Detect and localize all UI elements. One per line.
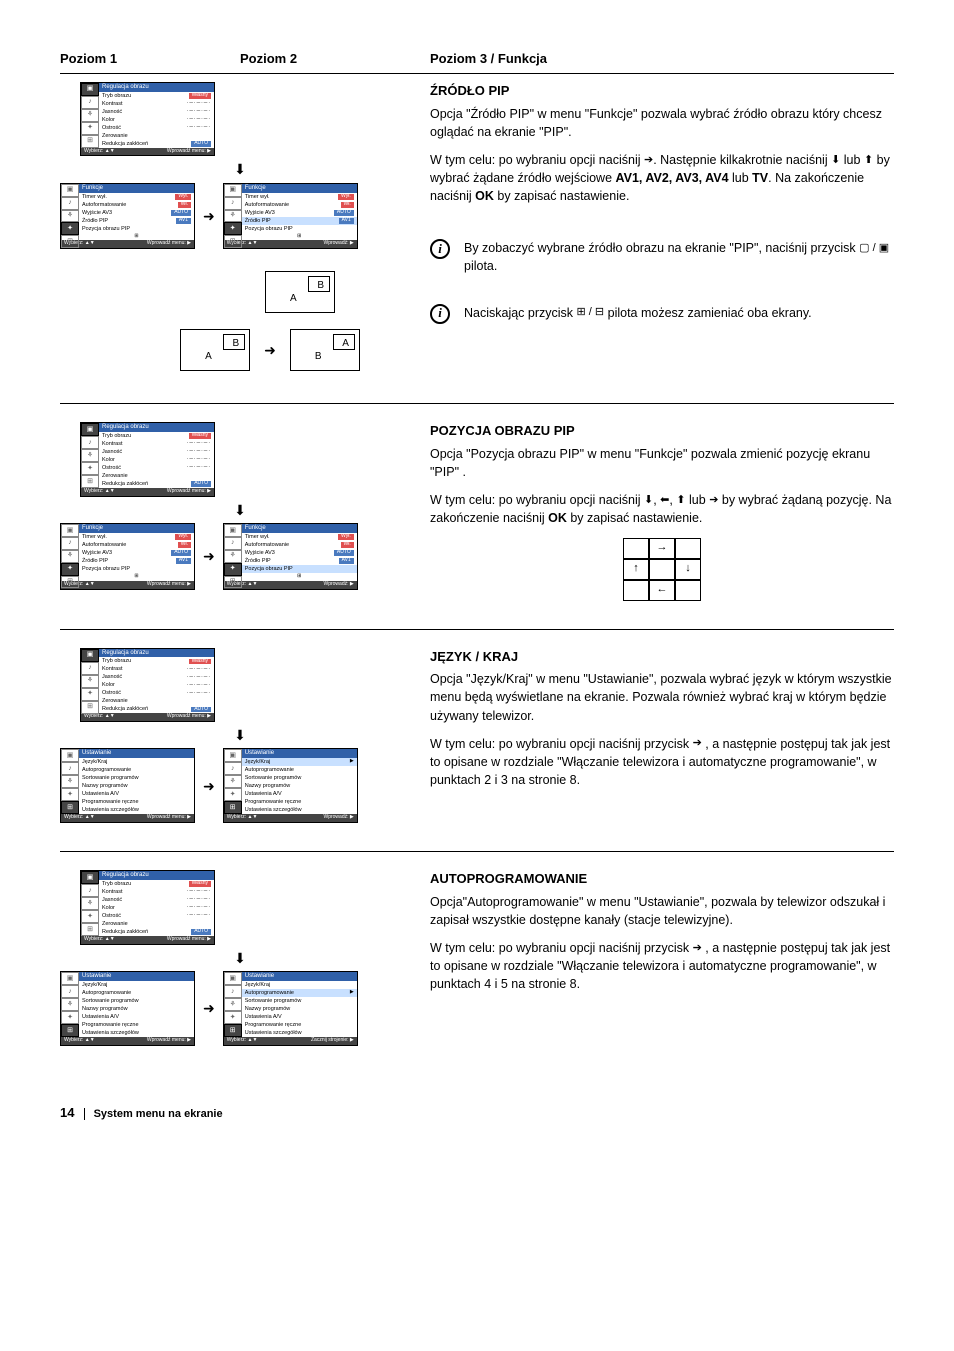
section-title: ŹRÓDŁO PIP [430, 82, 894, 101]
section-para-1: Opcja "Pozycja obrazu PIP" w menu "Funkc… [430, 445, 894, 481]
arrow-down-icon: ⬇ [60, 500, 420, 520]
header-col3: Poziom 3 / Funkcja [430, 50, 894, 69]
arrow-down-icon: ⬇ [60, 948, 420, 968]
arrow-right-icon: ➔ [644, 153, 653, 169]
section-para-2: W tym celu: po wybraniu opcji naciśnij p… [430, 939, 894, 993]
menu-panel-funkcje-3: ▣♪⚘✦⊞FunkcjeTimer wył.Wył.Autoformatowan… [223, 523, 358, 589]
arrow-down-icon: ⬇ [831, 153, 840, 169]
info-note-1: i By zobaczyć wybrane źródło obrazu na e… [430, 239, 894, 275]
menu-panel-regulacja: ▣♪⚘✦⊞Regulacja obrazuTryb obrazuWłasnyKo… [80, 422, 420, 497]
menu-panel-funkcje-2: ▣♪⚘✦⊞FunkcjeTimer wył.Wył.Autoformatowan… [223, 183, 358, 249]
pip-button-icon: ▢ / ▣ [859, 241, 889, 257]
menu-panel-ustaw-2: ▣♪⚘✦⊞UstawianieJęzyk/Kraj▶Autoprogramowa… [223, 748, 358, 823]
section-jezyk-kraj: ▣♪⚘✦⊞Regulacja obrazuTryb obrazuWłasnyKo… [60, 648, 894, 853]
section-para-2: W tym celu: po wybraniu opcji naciśnij p… [430, 735, 894, 789]
section-autoprogramowanie: ▣♪⚘✦⊞Regulacja obrazuTryb obrazuWłasnyKo… [60, 870, 894, 1074]
menu-panel-regulacja: ▣♪⚘✦⊞Regulacja obrazuTryb obrazuWłasnyKo… [80, 870, 420, 945]
swap-button-icon: ⊞ / ⊟ [577, 305, 605, 321]
menu-panel-regulacja: ▣♪⚘✦⊞Regulacja obrazuTryb obrazuWłasnyKo… [80, 648, 420, 723]
menu-panel-ustaw-1: ▣♪⚘✦⊞UstawianieJęzyk/KrajAutoprogramowan… [60, 748, 195, 823]
section-para-2: W tym celu: po wybraniu opcji naciśnij ⬇… [430, 491, 894, 527]
menu-panel-funkcje-1: ▣♪⚘✦⊞FunkcjeTimer wył.Wył.Autoformatowan… [60, 183, 195, 249]
header-col2: Poziom 2 [240, 50, 430, 69]
menu-panel-ustaw-3: ▣♪⚘✦⊞UstawianieJęzyk/KrajAutoprogramowan… [223, 971, 358, 1046]
arrow-up-icon: ⬆ [864, 153, 873, 169]
arrow-right-icon: ➜ [264, 340, 276, 360]
arrow-right-icon: ➔ [693, 941, 702, 957]
footer-text: System menu na ekranie [94, 1108, 223, 1120]
section-title: JĘZYK / KRAJ [430, 648, 894, 667]
arrow-up-icon: ⬆ [676, 493, 685, 509]
info-icon: i [430, 239, 450, 259]
menu-panel-ustaw-1: ▣♪⚘✦⊞UstawianieJęzyk/KrajAutoprogramowan… [60, 971, 195, 1046]
arrow-right-icon: ➜ [203, 206, 215, 226]
arrow-right-icon: ➜ [203, 998, 215, 1018]
info-icon: i [430, 304, 450, 324]
funkcje-panels-row: ▣♪⚘✦⊞FunkcjeTimer wył.Wył.Autoformatowan… [60, 183, 420, 249]
section-para-1: Opcja "Źródło PIP" w menu "Funkcje" pozw… [430, 105, 894, 141]
menu-panel-regulacja: ▣♪⚘✦⊞Regulacja obrazuTryb obrazuWłasnyKo… [80, 82, 420, 157]
menu-panel-funkcje-1: ▣♪⚘✦⊞FunkcjeTimer wył.Wył.Autoformatowan… [60, 523, 195, 589]
ustaw-panels-row: ▣♪⚘✦⊞UstawianieJęzyk/KrajAutoprogramowan… [60, 971, 420, 1046]
ustaw-panels-row: ▣♪⚘✦⊞UstawianieJęzyk/KrajAutoprogramowan… [60, 748, 420, 823]
info-note-2: i Naciskając przycisk ⊞ / ⊟ pilota możes… [430, 304, 894, 324]
section-pozycja-pip: ▣♪⚘✦⊞Regulacja obrazuTryb obrazuWłasnyKo… [60, 422, 894, 629]
section-title: POZYCJA OBRAZU PIP [430, 422, 894, 441]
section-title: AUTOPROGRAMOWANIE [430, 870, 894, 889]
column-headers: Poziom 1 Poziom 2 Poziom 3 / Funkcja [60, 50, 894, 74]
arrow-right-icon: ➜ [203, 546, 215, 566]
page-number: 14 [60, 1105, 74, 1120]
header-col1: Poziom 1 [60, 50, 240, 69]
funkcje-panels-row: ▣♪⚘✦⊞FunkcjeTimer wył.Wył.Autoformatowan… [60, 523, 420, 589]
section-para-1: Opcja"Autoprogramowanie" w menu "Ustawia… [430, 893, 894, 929]
page-footer: 14 System menu na ekranie [60, 1104, 894, 1123]
section-zrodlo-pip: ▣♪⚘✦⊞Regulacja obrazuTryb obrazuWłasnyKo… [60, 82, 894, 404]
arrow-down-icon: ⬇ [644, 493, 653, 509]
arrow-left-icon: ⬅ [660, 493, 669, 509]
section-para-2: W tym celu: po wybraniu opcji naciśnij ➔… [430, 151, 894, 205]
arrow-right-icon: ➔ [693, 736, 702, 752]
position-grid: → ↑↓ ← [623, 538, 701, 601]
pip-diagram-2: B A ➜ A B [120, 325, 420, 375]
pip-diagram-1: B A [180, 267, 420, 317]
section-para-1: Opcja "Język/Kraj" w menu "Ustawianie", … [430, 670, 894, 724]
arrow-down-icon: ⬇ [60, 159, 420, 179]
arrow-right-icon: ➜ [203, 776, 215, 796]
arrow-down-icon: ⬇ [60, 725, 420, 745]
